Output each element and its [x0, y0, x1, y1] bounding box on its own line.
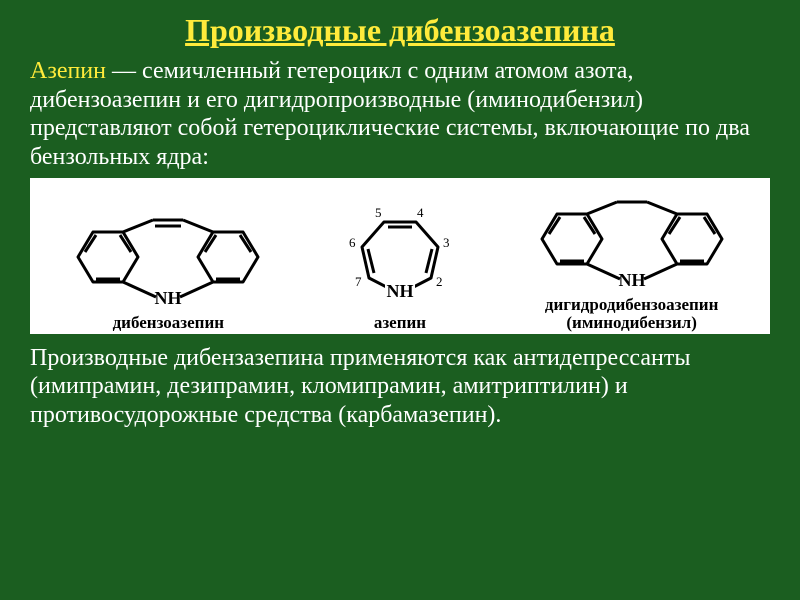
atom-number: 3 [443, 235, 450, 250]
intro-rest: — семичленный гетероцикл с одним атомом … [30, 58, 750, 170]
slide: Производные дибензоазепина Азепин — семи… [0, 0, 800, 600]
atom-number: 6 [349, 235, 356, 250]
molecule-dibenzoazepine: NH дибензоазепин [58, 202, 278, 332]
atom-number: 4 [417, 205, 424, 220]
nh-text: NH [155, 288, 182, 308]
molecule-dihydrodibenzoazepine: NH дигидродибензоазепин (иминодибензил) [522, 184, 742, 332]
molecule-label-line1: дигидродибензоазепин [545, 295, 718, 314]
outro-paragraph: Производные дибензазепина применяются ка… [30, 344, 770, 430]
intro-paragraph: Азепин — семичленный гетероцикл с одним … [30, 57, 770, 172]
azepine-structure-icon: NH 2 3 4 5 6 7 [335, 202, 465, 312]
molecule-label: дибензоазепин [113, 314, 225, 332]
dihydro-structure-icon: NH [522, 184, 742, 294]
nh-text: NH [618, 270, 645, 290]
slide-title: Производные дибензоазепина [30, 12, 770, 49]
molecule-label-line2: (иминодибензил) [566, 313, 696, 332]
atom-number: 5 [375, 205, 382, 220]
molecule-label: азепин [374, 314, 426, 332]
molecule-label: дигидродибензоазепин (иминодибензил) [545, 296, 718, 332]
nh-text: NH [386, 281, 413, 301]
dibenzoazepine-structure-icon: NH [58, 202, 278, 312]
atom-number: 2 [436, 274, 443, 289]
molecule-azepine: NH 2 3 4 5 6 7 азепин [335, 202, 465, 332]
atom-number: 7 [355, 274, 362, 289]
chemistry-strip: NH дибензоазепин NH 2 3 [30, 178, 770, 334]
intro-term: Азепин [30, 58, 106, 84]
